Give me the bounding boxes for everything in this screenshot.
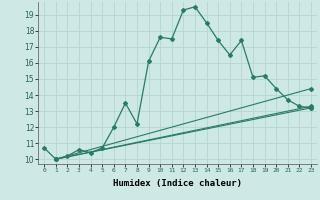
X-axis label: Humidex (Indice chaleur): Humidex (Indice chaleur) — [113, 179, 242, 188]
